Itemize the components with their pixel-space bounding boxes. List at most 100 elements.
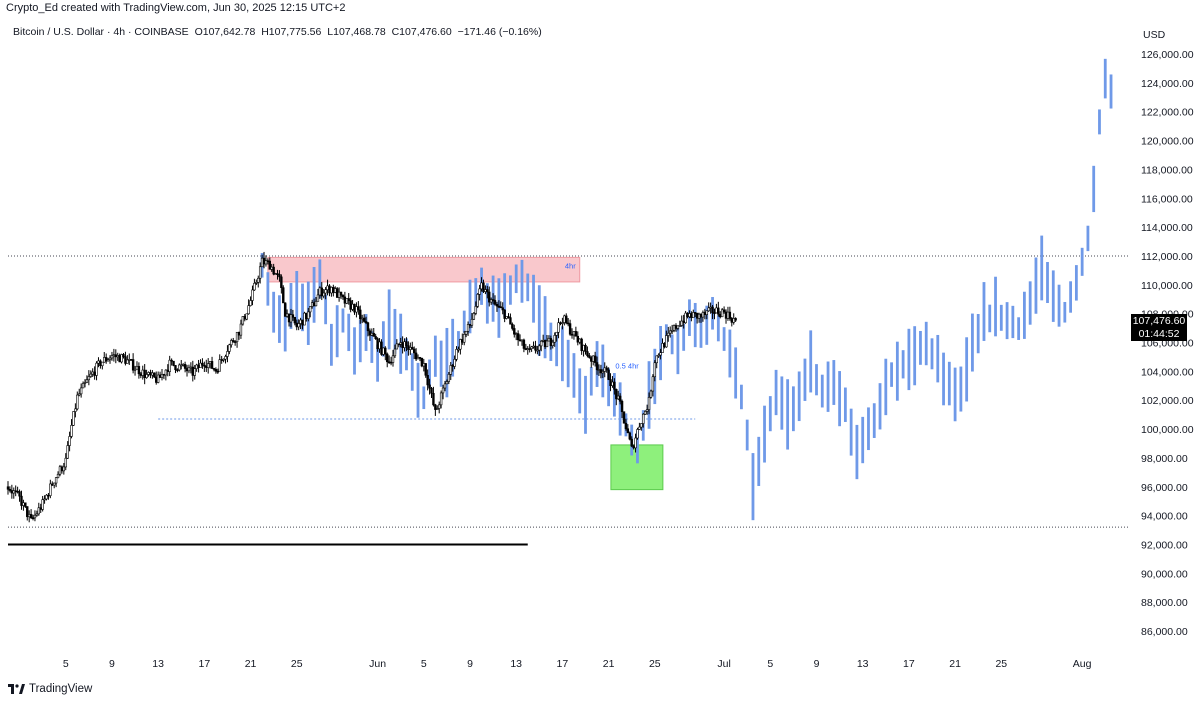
- candle-227: [443, 380, 447, 392]
- projection-bar-47: [532, 274, 535, 323]
- candle-body-239: [466, 324, 470, 332]
- candle-258: [503, 309, 506, 323]
- candle-body-14: [33, 514, 37, 519]
- candle-373: [724, 309, 728, 324]
- candle-378: [734, 317, 737, 322]
- candle-92: [183, 361, 187, 373]
- candle-18: [41, 495, 44, 512]
- candle-body-2: [10, 490, 14, 494]
- candle-body-145: [285, 313, 289, 317]
- candle-body-71: [143, 369, 146, 379]
- candle-127: [251, 285, 254, 306]
- candle-body-164: [322, 292, 325, 297]
- candle-216: [422, 358, 425, 372]
- candle-196: [384, 346, 387, 361]
- candle-40: [83, 379, 87, 388]
- candle-body-199: [389, 361, 393, 364]
- candle-190: [372, 327, 375, 337]
- candle-body-202: [395, 343, 399, 350]
- candle-233: [455, 346, 458, 362]
- candle-body-154: [303, 312, 306, 326]
- candle-body-128: [253, 282, 256, 291]
- candle-body-320: [622, 411, 626, 424]
- projection-bar-32: [445, 327, 449, 398]
- candle-222: [434, 403, 437, 416]
- candle-273: [532, 341, 535, 349]
- time-axis[interactable]: 5 9 13 17 21 25 Jun 5 9 13 17 21 25 Jul 5 9 13 17 21 25 Aug: [63, 658, 1092, 670]
- y-tick-label: 124,000.00: [1141, 78, 1194, 90]
- candle-body-132: [260, 257, 264, 268]
- candle-body-357: [694, 312, 697, 314]
- candle-265: [516, 330, 520, 346]
- candle-156: [307, 307, 310, 322]
- candle-185: [362, 314, 366, 323]
- candle-body-190: [372, 332, 375, 337]
- candle-body-139: [274, 273, 277, 275]
- x-tick-label: 9: [814, 658, 820, 670]
- candle-body-177: [347, 298, 350, 301]
- candle-102: [203, 361, 206, 372]
- candle-144: [283, 302, 287, 317]
- candle-110: [218, 354, 221, 372]
- candle-body-299: [582, 344, 585, 352]
- candle-250: [488, 286, 491, 307]
- projection-bar-89: [774, 369, 778, 416]
- chart-credit: Crypto_Ed created with TradingView.com, …: [6, 2, 346, 14]
- projection-bar-43: [509, 275, 512, 305]
- candle-body-110: [218, 359, 221, 372]
- candle-body-229: [447, 373, 451, 382]
- currency-label[interactable]: USD: [1143, 29, 1166, 41]
- candle-122: [241, 316, 245, 326]
- candle-321: [624, 418, 628, 431]
- tradingview-logo[interactable]: TradingView: [8, 683, 92, 695]
- projection-bar-124: [976, 313, 980, 354]
- candle-326: [634, 433, 637, 453]
- projection-bar-122: [965, 337, 969, 402]
- candle-body-75: [151, 372, 154, 376]
- projection-bar-97: [820, 374, 824, 408]
- candle-169: [332, 284, 335, 297]
- candle-39: [81, 381, 85, 389]
- candle-80: [160, 368, 164, 381]
- candle-body-259: [505, 316, 508, 319]
- projection-bar-142: [1080, 247, 1084, 276]
- candle-311: [605, 365, 608, 373]
- candle-body-314: [611, 381, 614, 386]
- candle-243: [474, 301, 477, 316]
- candle-161: [316, 288, 320, 302]
- candle-13: [31, 514, 35, 521]
- candle-body-70: [141, 369, 144, 376]
- candle-136: [268, 257, 271, 270]
- projection-bar-27: [416, 362, 420, 418]
- candle-body-209: [409, 347, 412, 350]
- candle-318: [618, 393, 622, 405]
- candle-7: [20, 490, 23, 510]
- candle-body-106: [210, 361, 214, 369]
- candle-346: [672, 324, 676, 333]
- candle-body-96: [191, 366, 194, 376]
- candle-body-276: [538, 345, 541, 351]
- candle-60: [122, 353, 125, 359]
- candle-body-214: [418, 357, 422, 359]
- candle-316: [615, 388, 618, 406]
- candle-43: [89, 370, 92, 378]
- candle-46: [95, 361, 98, 381]
- price-axis[interactable]: 126,000.00 124,000.00 122,000.00 120,000.00…: [1141, 49, 1194, 638]
- candle-body-230: [449, 365, 452, 375]
- candle-body-283: [551, 341, 554, 347]
- projection-bar-118: [942, 352, 945, 406]
- projection-bar-141: [1074, 265, 1078, 301]
- candle-body-115: [228, 344, 231, 352]
- ohlc-high: H107,775.56: [261, 26, 322, 38]
- candle-body-196: [384, 347, 387, 355]
- candle-21: [47, 493, 50, 500]
- candle-body-175: [343, 296, 347, 304]
- symbol-name[interactable]: Bitcoin / U.S. Dollar · 4h · COINBASE: [13, 26, 189, 38]
- candle-body-92: [183, 364, 187, 369]
- candle-body-155: [305, 312, 308, 319]
- ohlc-close: C107,476.60: [391, 26, 452, 38]
- candle-93: [185, 364, 189, 377]
- candle-118: [233, 340, 237, 346]
- y-tick-label: 96,000.00: [1141, 482, 1188, 494]
